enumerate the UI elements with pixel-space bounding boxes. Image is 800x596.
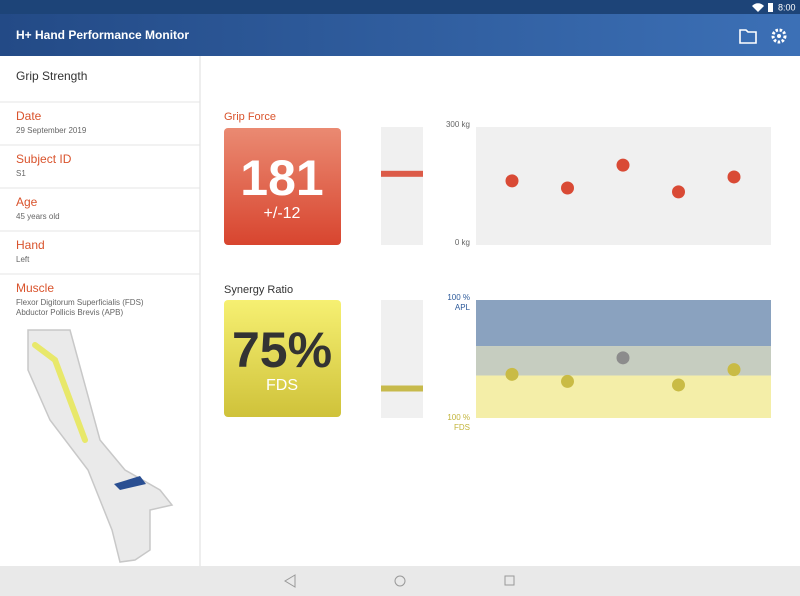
field-label: Muscle	[16, 281, 54, 295]
grip-force-card	[224, 128, 341, 245]
data-point	[561, 181, 574, 195]
plot-area	[476, 127, 771, 245]
y-tick-label: APL	[455, 303, 471, 312]
field-value: Flexor Digitorum Superficialis (FDS)	[16, 298, 144, 307]
y-tick-label: 300 kg	[446, 120, 470, 129]
synergy-title: Synergy Ratio	[224, 284, 293, 296]
field-label: Hand	[16, 238, 45, 252]
field-value: S1	[16, 169, 26, 178]
app-bar	[0, 14, 800, 56]
status-bar	[0, 0, 800, 14]
data-point	[561, 374, 574, 388]
grip-force-spread: +/-12	[264, 205, 301, 222]
field-value: 29 September 2019	[16, 126, 87, 135]
grip-force-title: Grip Force	[224, 111, 276, 123]
wifi-icon	[752, 3, 764, 13]
field-label: Subject ID	[16, 152, 72, 166]
y-tick-label: 100 %	[447, 293, 470, 302]
data-point	[672, 185, 685, 199]
clock: 8:00	[778, 2, 796, 12]
gauge-track	[381, 300, 423, 418]
synergy-unit: FDS	[266, 377, 298, 394]
y-tick-label: FDS	[454, 423, 470, 432]
folder-button[interactable]	[739, 29, 757, 44]
grip-force-value: 181	[240, 150, 323, 206]
synergy-value: 75%	[232, 322, 332, 378]
back-button[interactable]	[284, 574, 296, 588]
arm-illustration	[27, 329, 174, 563]
band	[476, 300, 771, 347]
field-label: Date	[16, 109, 42, 123]
field-value: 45 years old	[16, 212, 60, 221]
data-point	[505, 174, 519, 188]
gauge-track	[381, 127, 423, 245]
recents-button[interactable]	[504, 575, 515, 586]
battery-icon	[768, 3, 773, 12]
gauge-level	[381, 385, 423, 392]
field-value: Abductor Pollicis Brevis (APB)	[16, 308, 123, 317]
gauge-level	[381, 170, 423, 177]
synergy-card	[224, 300, 341, 417]
data-point	[672, 378, 685, 392]
field-value: Left	[16, 255, 30, 264]
y-tick-label: 0 kg	[455, 238, 470, 247]
y-tick-label: 100 %	[447, 413, 470, 422]
band	[476, 375, 771, 418]
data-point	[727, 363, 741, 377]
app-title: H+ Hand Performance Monitor	[16, 28, 189, 42]
nav-bar	[0, 566, 800, 596]
sidebar-heading: Grip Strength	[16, 69, 87, 83]
data-point	[616, 158, 630, 172]
field-label: Age	[16, 195, 38, 209]
data-point	[505, 367, 519, 381]
home-button[interactable]	[394, 575, 406, 587]
data-point	[616, 351, 630, 365]
data-point	[727, 170, 741, 184]
settings-button[interactable]	[771, 28, 787, 44]
